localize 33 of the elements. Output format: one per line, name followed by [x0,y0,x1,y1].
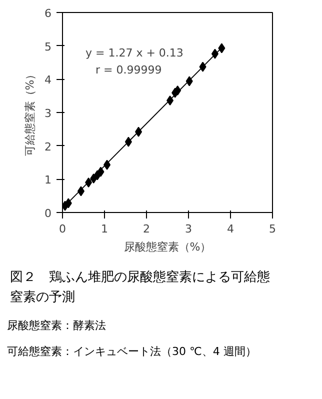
y-axis-title: 可給態窒素（%） [24,68,36,156]
x-tick-label: 2 [143,222,150,236]
y-tick-label: 4 [44,74,52,87]
point [77,186,84,196]
point [64,198,72,208]
point [186,76,193,86]
point [85,178,92,188]
y-tick-label: 2 [44,140,52,154]
text: 可給態窒素：インキュベート法（30 ℃、4 週間） [7,344,256,360]
x-tick-label: 5 [269,222,276,236]
x-tick-label: 3 [185,222,192,236]
x-tick-label: 1 [101,222,108,236]
point [104,160,111,170]
point [211,48,218,59]
text: 尿酸態窒素：酵素法 [7,318,106,334]
y-tick-label: 6 [44,7,52,20]
point [174,86,182,96]
x-tick-label: 4 [227,222,234,236]
y-tick-label: 3 [44,107,52,120]
point [124,136,132,147]
y-tick-label: 0 [44,207,52,220]
y-tick-label: 1 [44,174,52,187]
x-axis-title: 尿酸態窒素（%） [124,240,212,254]
point [199,62,206,72]
text: 図２ 鶏ふん堆肥の尿酸態窒素による可給態窒素の予測 [10,269,271,307]
y-tick-label: 5 [44,40,52,54]
annotation: y = 1.27 x + 0.13 [86,46,184,60]
point [166,96,174,106]
point [97,166,104,177]
annotation: r = 0.99999 [96,64,162,76]
x-tick-label: 0 [59,222,66,236]
point [218,43,226,54]
point [135,126,142,137]
